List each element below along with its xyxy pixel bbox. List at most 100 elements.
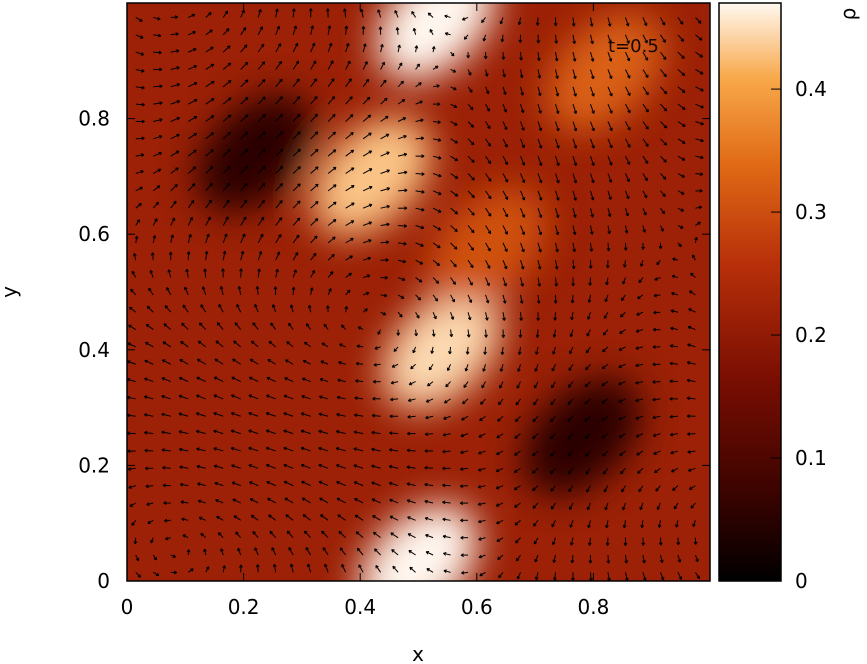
velocity-arrow	[495, 485, 504, 490]
velocity-arrow	[187, 216, 193, 226]
velocity-arrow	[249, 481, 259, 487]
velocity-arrow	[554, 260, 559, 270]
velocity-arrow	[153, 67, 163, 72]
velocity-arrow	[672, 257, 679, 262]
velocity-arrow	[601, 398, 609, 404]
velocity-arrow	[502, 225, 508, 235]
y-axis: 0 0.2 0.4 0.6 0.8	[78, 107, 710, 593]
velocity-arrow	[135, 153, 145, 157]
velocity-arrow	[515, 398, 521, 406]
velocity-arrow	[187, 98, 198, 105]
velocity-arrow	[553, 572, 557, 581]
velocity-arrow	[213, 429, 224, 435]
velocity-arrow	[432, 207, 442, 213]
velocity-arrow	[240, 96, 249, 105]
velocity-arrow	[131, 520, 137, 526]
velocity-arrow	[660, 207, 665, 215]
velocity-arrow	[654, 277, 661, 281]
velocity-arrow	[231, 394, 241, 400]
velocity-arrow	[432, 138, 442, 142]
velocity-arrow	[188, 64, 198, 70]
velocity-arrow	[497, 554, 504, 560]
velocity-arrow	[519, 52, 523, 61]
velocity-arrow	[345, 185, 355, 192]
velocity-arrow	[618, 433, 626, 439]
velocity-arrow	[464, 364, 469, 372]
velocity-arrow	[380, 311, 387, 316]
velocity-arrow	[520, 173, 526, 184]
velocity-arrow	[514, 502, 521, 508]
velocity-arrow	[639, 260, 644, 267]
velocity-arrow	[327, 236, 336, 244]
velocity-arrow	[467, 155, 475, 163]
velocity-arrow	[292, 96, 301, 105]
velocity-arrow	[483, 346, 487, 355]
velocity-arrow	[292, 183, 301, 192]
velocity-arrow	[308, 8, 313, 18]
velocity-arrow	[553, 17, 558, 27]
velocity-arrow	[292, 25, 298, 35]
velocity-arrow	[152, 571, 160, 577]
velocity-arrow	[514, 450, 521, 456]
velocity-arrow	[515, 554, 521, 562]
velocity-arrow	[695, 172, 704, 177]
velocity-arrow	[450, 242, 458, 250]
velocity-arrow	[537, 260, 542, 270]
velocity-arrow	[553, 312, 557, 321]
velocity-arrow	[407, 431, 416, 436]
velocity-arrow	[677, 242, 682, 248]
velocity-arrow	[623, 537, 628, 546]
velocity-arrow	[536, 312, 541, 321]
velocity-arrow	[502, 121, 508, 131]
velocity-arrow	[303, 530, 312, 538]
velocity-arrow	[374, 346, 381, 350]
velocity-arrow	[550, 485, 556, 492]
velocity-arrow	[514, 415, 521, 423]
velocity-arrow	[345, 60, 351, 70]
velocity-arrow	[300, 429, 311, 435]
velocity-arrow	[240, 199, 248, 209]
velocity-arrow	[589, 242, 594, 252]
velocity-arrow	[605, 520, 609, 529]
velocity-arrow	[485, 242, 491, 252]
velocity-arrow	[167, 269, 172, 278]
velocity-arrow	[571, 17, 576, 27]
velocity-arrow	[408, 550, 416, 556]
velocity-arrow	[152, 218, 158, 226]
velocity-arrow	[449, 329, 454, 338]
velocity-arrow	[555, 156, 560, 167]
velocity-arrow	[424, 499, 434, 504]
velocity-arrow	[389, 414, 399, 419]
velocity-arrow	[257, 233, 264, 244]
velocity-arrow	[345, 272, 352, 278]
velocity-arrow	[187, 200, 195, 209]
velocity-arrow	[283, 446, 294, 452]
velocity-arrow	[198, 322, 207, 330]
velocity-arrow	[380, 115, 389, 122]
velocity-arrow	[444, 32, 451, 36]
velocity-arrow	[336, 395, 346, 400]
velocity-arrow	[520, 260, 525, 270]
velocity-arrow	[398, 170, 408, 175]
velocity-arrow	[660, 69, 667, 78]
velocity-arrow	[677, 103, 686, 110]
velocity-arrow	[133, 253, 137, 261]
velocity-arrow	[144, 430, 154, 435]
velocity-arrow	[695, 34, 703, 41]
velocity-arrow	[669, 414, 678, 419]
velocity-arrow	[500, 346, 505, 355]
velocity-arrow	[129, 502, 136, 507]
velocity-arrow	[222, 62, 232, 70]
velocity-arrow	[275, 25, 281, 35]
velocity-arrow	[467, 69, 472, 76]
velocity-arrow	[443, 415, 451, 420]
velocity-arrow	[415, 207, 425, 212]
velocity-arrow	[397, 98, 406, 105]
velocity-arrow	[249, 498, 259, 504]
velocity-arrow	[406, 482, 416, 487]
velocity-arrow	[327, 131, 336, 140]
velocity-arrow	[291, 8, 296, 18]
velocity-arrow	[638, 485, 644, 493]
velocity-arrow	[341, 324, 347, 330]
velocity-arrow	[248, 429, 259, 435]
